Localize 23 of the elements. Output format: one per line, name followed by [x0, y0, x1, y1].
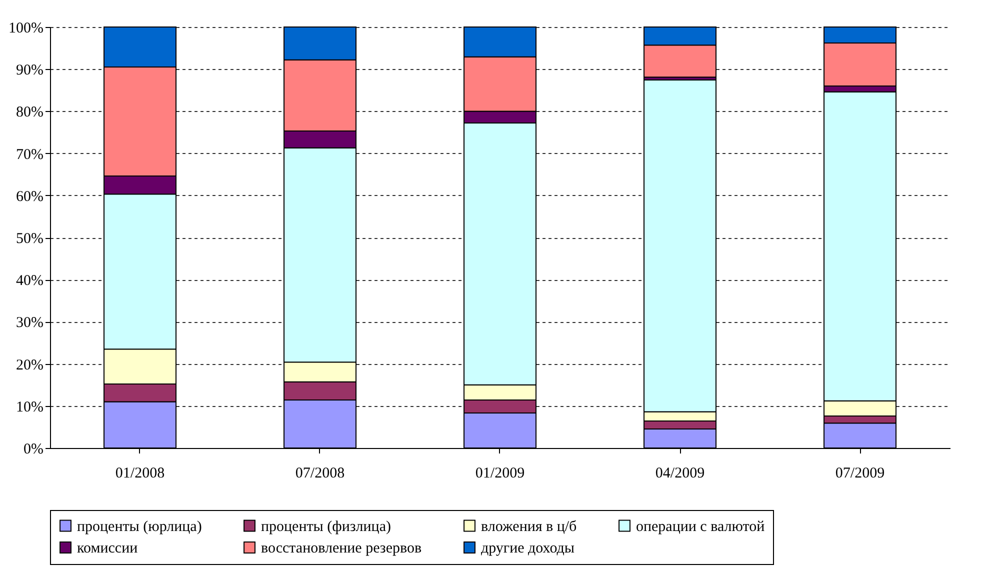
y-tick-label: 30%	[16, 315, 44, 332]
y-tick-label: 0%	[24, 442, 44, 458]
y-tick-label: 10%	[16, 399, 44, 416]
legend-label: проценты (физлица)	[261, 518, 391, 535]
x-tick-label: 07/2009	[835, 466, 885, 482]
legend-label: восстановление резервов	[261, 540, 422, 556]
legend-label: операции с валютой	[636, 518, 765, 535]
y-tick-label: 40%	[16, 273, 44, 290]
legend-label: проценты (юрлица)	[77, 518, 202, 535]
x-tick-label: 07/2008	[295, 466, 345, 482]
y-tick-label: 100%	[8, 20, 44, 36]
y-tick-label: 70%	[16, 146, 44, 163]
y-tick-label: 20%	[16, 357, 44, 374]
legend-label: комиссии	[77, 540, 138, 556]
y-tick-label: 90%	[16, 62, 44, 79]
y-tick-label: 60%	[16, 188, 44, 205]
x-tick-label: 01/2008	[115, 466, 165, 482]
legend-label: вложения в ц/б	[481, 518, 578, 535]
x-tick-label: 01/2009	[475, 466, 525, 482]
y-tick-label: 50%	[16, 231, 44, 247]
x-tick-label: 04/2009	[655, 466, 705, 482]
legend-label: другие доходы	[481, 540, 574, 556]
y-tick-label: 80%	[16, 104, 44, 121]
